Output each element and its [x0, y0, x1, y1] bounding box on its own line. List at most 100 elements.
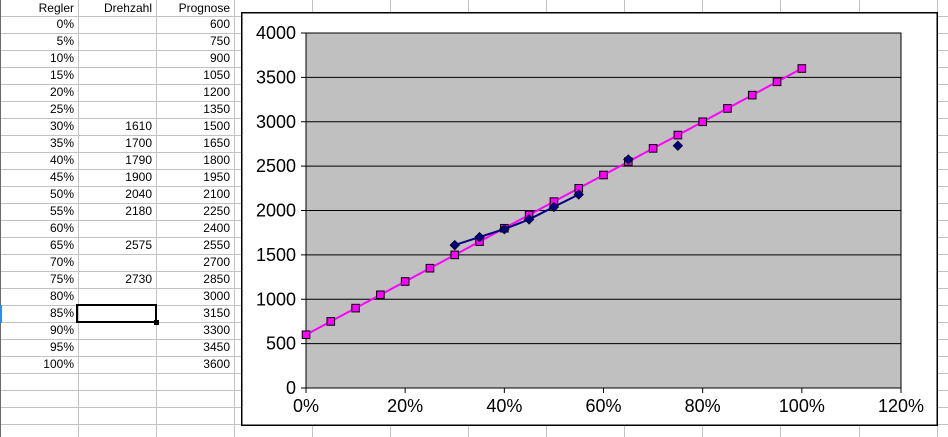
column-header-drehzahl[interactable]: Drehzahl [103, 1, 152, 15]
table-row: 25% 1350 [1, 101, 234, 118]
cell-regler[interactable]: 10% [49, 51, 74, 65]
table-row: 20% 1200 [1, 84, 234, 101]
cell-prognose[interactable]: 2400 [203, 221, 230, 235]
cell-drehzahl[interactable] [78, 322, 156, 339]
data-point-marker [523, 214, 535, 225]
table-row: 60% 2400 [1, 220, 234, 237]
cell-prognose[interactable]: 600 [209, 17, 230, 31]
cell-drehzahl[interactable]: 2575 [125, 238, 152, 252]
cell-regler[interactable]: 60% [49, 221, 74, 235]
cell-drehzahl[interactable]: 2180 [125, 204, 152, 218]
cell-regler[interactable]: 15% [49, 68, 74, 82]
cell-regler[interactable]: 0% [56, 17, 74, 31]
selected-cell-outline[interactable] [76, 304, 157, 323]
cell-drehzahl[interactable] [78, 339, 156, 356]
cell-regler[interactable]: 25% [49, 102, 74, 116]
cell-drehzahl[interactable] [78, 50, 156, 67]
cell-regler[interactable]: 95% [49, 340, 74, 354]
cell-drehzahl[interactable]: 2040 [125, 187, 152, 201]
cell-regler[interactable]: 45% [49, 170, 74, 184]
cell-drehzahl[interactable]: 1610 [125, 119, 152, 133]
x-tick-label: 0% [293, 396, 319, 416]
table-row: 45% 1900 1950 [1, 169, 234, 186]
cell-regler[interactable]: 90% [49, 323, 74, 337]
cell-drehzahl[interactable]: 1900 [125, 170, 152, 184]
cell-drehzahl[interactable] [78, 67, 156, 84]
cell-regler[interactable]: 35% [49, 136, 74, 150]
cell-regler[interactable]: 30% [49, 119, 74, 133]
cell-regler[interactable]: 50% [49, 187, 74, 201]
cell-prognose[interactable]: 1200 [203, 85, 230, 99]
y-tick-label: 500 [266, 334, 296, 354]
cell-drehzahl[interactable] [78, 288, 156, 305]
cell-prognose[interactable]: 2700 [203, 255, 230, 269]
cell-drehzahl[interactable] [78, 33, 156, 50]
y-tick-label: 3000 [256, 112, 296, 132]
cell-prognose[interactable]: 3450 [203, 340, 230, 354]
cell-drehzahl[interactable]: 2730 [125, 272, 152, 286]
cell-prognose[interactable]: 2100 [203, 187, 230, 201]
cell-regler[interactable]: 40% [49, 153, 74, 167]
table-row: 80% 3000 [1, 288, 234, 305]
cell-prognose[interactable]: 3150 [203, 306, 230, 320]
cell-regler[interactable]: 80% [49, 289, 74, 303]
cell-regler[interactable]: 55% [49, 204, 74, 218]
table-header-row: Regler Drehzahl Prognose [1, 0, 234, 16]
table-row: 5% 750 [1, 33, 234, 50]
cell-prognose[interactable]: 900 [209, 51, 230, 65]
cell-prognose[interactable]: 1950 [203, 170, 230, 184]
cell-prognose[interactable]: 1050 [203, 68, 230, 82]
cell-drehzahl[interactable] [78, 84, 156, 101]
cell-drehzahl[interactable] [78, 254, 156, 271]
column-header-regler[interactable]: Regler [38, 1, 74, 15]
x-tick-label: 60% [585, 396, 621, 416]
data-point-marker [672, 140, 684, 151]
table-row: 0% 600 [1, 16, 234, 33]
chart-gridlines [306, 76, 901, 345]
cell-prognose[interactable]: 3000 [203, 289, 230, 303]
cell-prognose[interactable]: 1800 [203, 153, 230, 167]
chart-object[interactable]: 0 500 1000 1500 2000 2500 3000 3500 4000 0% 20% 40%… [241, 12, 938, 426]
cell-regler[interactable]: 100% [43, 357, 74, 371]
cell-regler[interactable]: 70% [49, 255, 74, 269]
cell-regler[interactable]: 20% [49, 85, 74, 99]
cell-drehzahl[interactable] [78, 220, 156, 237]
cell-drehzahl[interactable]: 1700 [125, 136, 152, 150]
table-row: 100% 3600 [1, 356, 234, 373]
cell-regler[interactable]: 5% [56, 34, 74, 48]
cell-prognose[interactable]: 2250 [203, 204, 230, 218]
cell-prognose[interactable]: 2850 [203, 272, 230, 286]
cell-prognose[interactable]: 3300 [203, 323, 230, 337]
cell-prognose[interactable]: 1650 [203, 136, 230, 150]
x-tick-label: 40% [486, 396, 522, 416]
cell-prognose[interactable]: 1500 [203, 119, 230, 133]
y-tick-label: 0 [286, 378, 296, 398]
cell-regler[interactable]: 65% [49, 238, 74, 252]
data-point-marker [450, 250, 460, 260]
row-header-selected-indicator [0, 305, 2, 323]
cell-regler[interactable]: 85% [49, 306, 74, 320]
data-point-marker [351, 303, 360, 313]
cell-drehzahl[interactable]: 1790 [125, 153, 152, 167]
cell-drehzahl[interactable] [78, 356, 156, 373]
cell-prognose[interactable]: 3600 [203, 357, 230, 371]
chart[interactable]: 0 500 1000 1500 2000 2500 3000 3500 4000 0% 20% 40%… [241, 12, 938, 426]
cell-prognose[interactable]: 2550 [203, 238, 230, 252]
column-header-prognose[interactable]: Prognose [178, 1, 230, 15]
cell-drehzahl[interactable] [78, 101, 156, 118]
x-tick-label: 120% [878, 396, 924, 416]
grid-line [234, 0, 235, 437]
grid-line [78, 0, 79, 437]
fill-handle[interactable] [154, 320, 159, 325]
y-axis-labels: 0 500 1000 1500 2000 2500 3000 3500 4000 [256, 23, 296, 398]
data-point-marker [723, 104, 732, 113]
table-row: 75% 2730 2850 [1, 271, 234, 288]
table-row: 35% 1700 1650 [1, 135, 234, 152]
cell-regler[interactable]: 75% [49, 272, 74, 286]
data-point-marker [425, 263, 435, 273]
series-prognose [301, 64, 807, 340]
cell-prognose[interactable]: 1350 [203, 102, 230, 116]
cell-prognose[interactable]: 750 [209, 34, 230, 48]
y-tick-label: 2000 [256, 201, 296, 221]
cell-drehzahl[interactable] [78, 16, 156, 33]
